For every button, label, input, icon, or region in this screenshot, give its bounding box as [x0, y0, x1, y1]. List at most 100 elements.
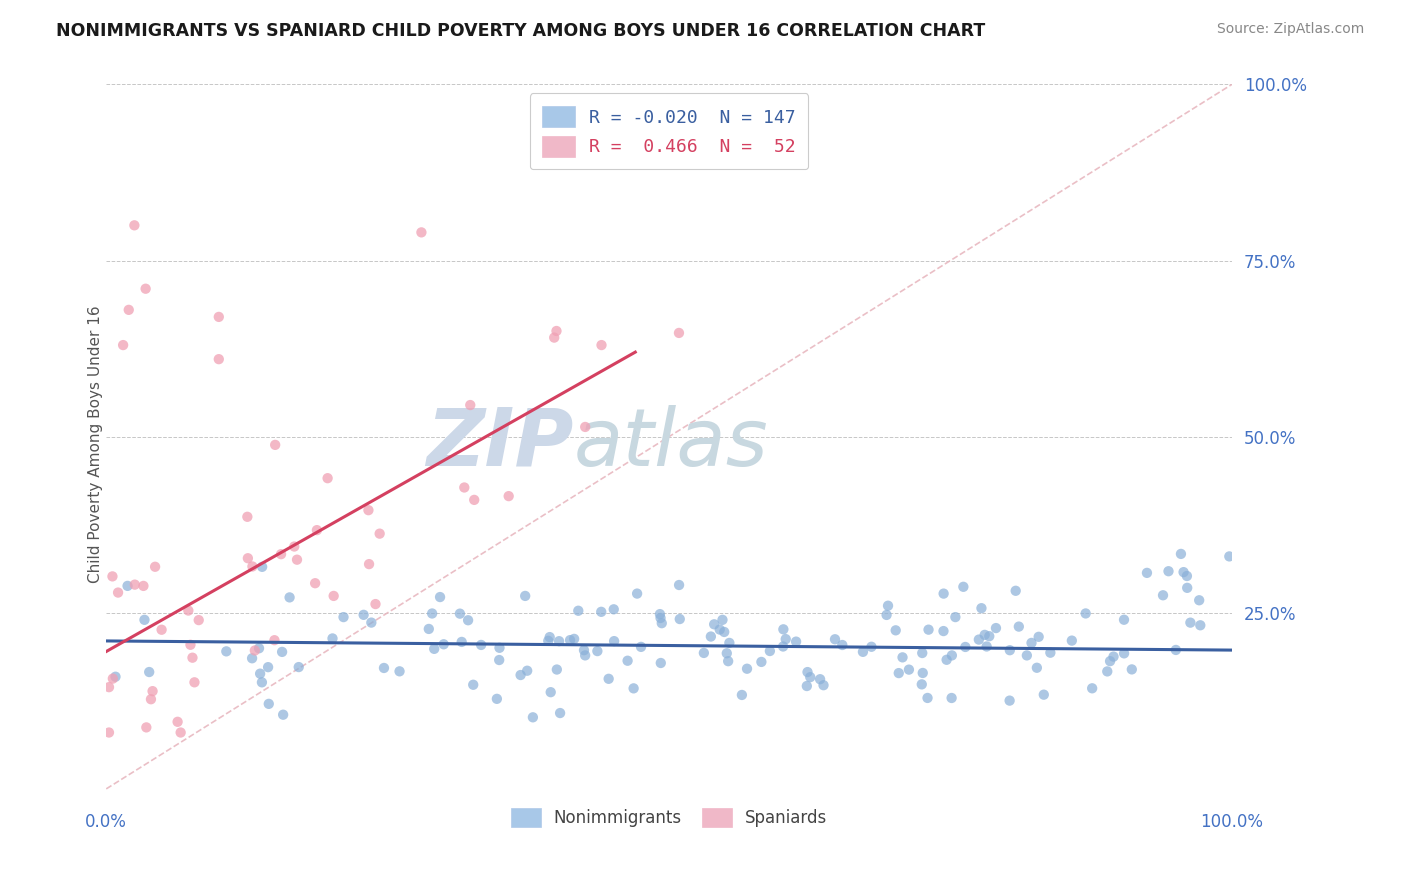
Point [458, 398, 481, 412]
Point [955, 640, 977, 654]
Point [824, 632, 846, 647]
Point [540, 685, 562, 699]
Point [887, 666, 910, 681]
Point [411, 226, 433, 240]
Point [240, 651, 263, 665]
Point [516, 664, 538, 678]
Point [316, 471, 339, 485]
Point [574, 648, 596, 663]
Point [831, 638, 853, 652]
Point [208, 352, 231, 367]
Legend: Nonimmigrants, Spaniards: Nonimmigrants, Spaniards [503, 802, 834, 834]
Point [166, 714, 188, 729]
Point [976, 640, 998, 654]
Point [485, 691, 508, 706]
Point [98, 725, 121, 739]
Point [651, 616, 673, 631]
Point [558, 633, 581, 648]
Point [463, 492, 485, 507]
Point [1164, 643, 1187, 657]
Point [236, 551, 259, 566]
Point [498, 489, 520, 503]
Point [574, 420, 596, 434]
Point [134, 613, 156, 627]
Point [135, 720, 157, 734]
Point [603, 602, 626, 616]
Point [973, 628, 995, 642]
Point [668, 326, 690, 340]
Point [470, 638, 492, 652]
Point [897, 663, 920, 677]
Point [785, 634, 807, 648]
Point [101, 569, 124, 583]
Point [112, 338, 135, 352]
Point [808, 672, 831, 686]
Point [247, 641, 270, 656]
Point [751, 655, 773, 669]
Point [650, 611, 672, 625]
Point [250, 675, 273, 690]
Point [150, 623, 173, 637]
Point [433, 637, 456, 651]
Text: ZIP: ZIP [426, 405, 574, 483]
Point [700, 630, 723, 644]
Point [1025, 661, 1047, 675]
Point [1112, 613, 1135, 627]
Point [1015, 648, 1038, 663]
Point [877, 599, 900, 613]
Text: NONIMMIGRANTS VS SPANIARD CHILD POVERTY AMONG BOYS UNDER 16 CORRELATION CHART: NONIMMIGRANTS VS SPANIARD CHILD POVERTY … [56, 22, 986, 40]
Point [998, 643, 1021, 657]
Point [257, 660, 280, 674]
Point [1028, 630, 1050, 644]
Point [117, 579, 139, 593]
Point [911, 677, 934, 691]
Point [181, 650, 204, 665]
Point [139, 692, 162, 706]
Point [772, 640, 794, 654]
Point [135, 282, 157, 296]
Point [796, 665, 818, 679]
Point [1218, 549, 1240, 564]
Point [249, 666, 271, 681]
Point [941, 648, 963, 663]
Point [630, 640, 652, 654]
Point [1039, 646, 1062, 660]
Point [911, 665, 934, 680]
Point [332, 610, 354, 624]
Text: Source: ZipAtlas.com: Source: ZipAtlas.com [1216, 22, 1364, 37]
Point [616, 654, 638, 668]
Point [998, 693, 1021, 707]
Point [388, 665, 411, 679]
Point [285, 552, 308, 566]
Point [183, 675, 205, 690]
Point [626, 586, 648, 600]
Point [263, 633, 285, 648]
Point [591, 605, 613, 619]
Point [943, 610, 966, 624]
Point [623, 681, 645, 696]
Point [703, 617, 725, 632]
Point [450, 635, 472, 649]
Point [799, 670, 821, 684]
Point [952, 580, 974, 594]
Y-axis label: Child Poverty Among Boys Under 16: Child Poverty Among Boys Under 16 [87, 305, 103, 582]
Point [1152, 588, 1174, 602]
Point [876, 607, 898, 622]
Point [884, 624, 907, 638]
Point [271, 645, 294, 659]
Point [718, 636, 741, 650]
Point [522, 710, 544, 724]
Point [449, 607, 471, 621]
Point [1173, 565, 1195, 579]
Point [1175, 581, 1198, 595]
Point [124, 219, 146, 233]
Point [271, 707, 294, 722]
Point [1180, 615, 1202, 630]
Point [107, 585, 129, 599]
Point [169, 725, 191, 739]
Point [250, 559, 273, 574]
Point [98, 680, 121, 694]
Point [488, 640, 510, 655]
Point [891, 650, 914, 665]
Point [852, 645, 875, 659]
